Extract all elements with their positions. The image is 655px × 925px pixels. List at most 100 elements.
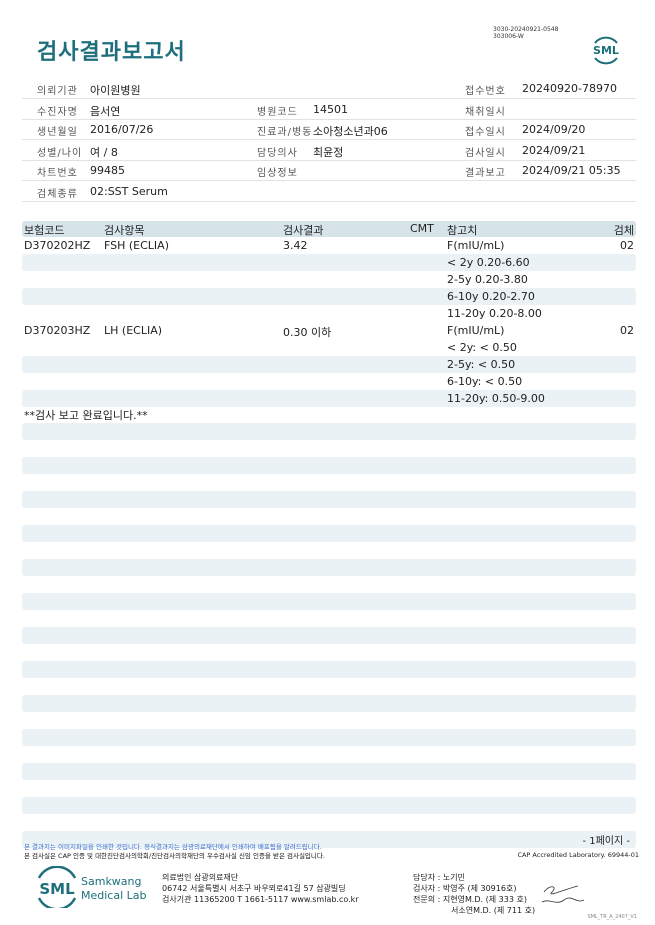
row-stripe bbox=[22, 729, 636, 746]
info-row: 수진자명 음서연 병원코드 14501 채취일시 bbox=[22, 99, 636, 120]
info-label: 차트번호 bbox=[37, 168, 78, 180]
cap-accreditation: CAP Accredited Laboratory. 69944-01 bbox=[517, 851, 639, 859]
info-label: 담당의사 bbox=[257, 147, 298, 159]
info-row: 성별/나이 여 / 8 담당의사 최윤정 검사일시 2024/09/21 bbox=[22, 140, 636, 161]
cell-ref: < 2y: < 0.50 bbox=[447, 341, 517, 354]
image-notice: 본 결과지는 이미지파일을 인쇄한 것입니다. 정식결과지는 삼광의료재단에서 … bbox=[24, 843, 322, 851]
cell-specimen: 02 bbox=[620, 239, 634, 252]
results-table-header: 보험코드 검사항목 검사결과 CMT 참고치 검체 bbox=[22, 221, 636, 237]
info-label: 임상정보 bbox=[257, 168, 298, 180]
cell-item: FSH (ECLIA) bbox=[104, 239, 169, 252]
table-row: 2-5y 0.20-3.80 bbox=[22, 271, 636, 288]
row-stripe bbox=[22, 525, 636, 542]
staff-line: 전문의 : 지현영M.D. (제 333 호) bbox=[413, 895, 527, 904]
table-row: D370203HZ LH (ECLIA) 0.30 이하 F(mIU/mL) 02 bbox=[22, 322, 636, 339]
info-value: 음서연 bbox=[90, 104, 121, 118]
row-stripe bbox=[22, 423, 636, 440]
info-value: 2024/09/21 05:35 bbox=[522, 164, 621, 178]
info-label: 검사일시 bbox=[465, 147, 506, 159]
certification-notice: 본 검사실은 CAP 인증 및 대한진단검사의학회/진단검사의학재단의 우수검사… bbox=[24, 852, 325, 860]
table-row: < 2y 0.20-6.60 bbox=[22, 254, 636, 271]
table-row: 6-10y 0.20-2.70 bbox=[22, 288, 636, 305]
info-value: 20240920-78970 bbox=[522, 82, 617, 95]
info-value: 2024/09/20 bbox=[522, 123, 586, 137]
info-label: 성별/나이 bbox=[37, 147, 83, 159]
info-value: 99485 bbox=[90, 164, 125, 178]
cell-ref: F(mIU/mL) bbox=[447, 324, 505, 337]
info-row: 검체종류 02:SST Serum bbox=[22, 181, 636, 202]
table-row: D370202HZ FSH (ECLIA) 3.42 F(mIU/mL) 02 bbox=[22, 237, 636, 254]
table-row: 11-20y: 0.50-9.00 bbox=[22, 390, 636, 407]
info-value: 여 / 8 bbox=[90, 145, 118, 159]
info-label: 생년월일 bbox=[37, 127, 78, 139]
table-row: 11-20y 0.20-8.00 bbox=[22, 305, 636, 322]
document-id: 3030-20240921-0548 303006-W bbox=[493, 26, 558, 40]
info-label: 결과보고 bbox=[465, 168, 506, 180]
info-row: 차트번호 99485 임상정보 결과보고 2024/09/21 05:35 bbox=[22, 160, 636, 182]
info-value: 14501 bbox=[313, 102, 348, 116]
row-stripe bbox=[22, 695, 636, 712]
table-row: 6-10y: < 0.50 bbox=[22, 373, 636, 390]
doc-id-line: 3030-20240921-0548 bbox=[493, 26, 559, 33]
row-stripe bbox=[22, 661, 636, 678]
staff-list: 담당자 : 노기민 검사자 : 박영주 (제 30916호) 전문의 : 지현영… bbox=[413, 872, 535, 916]
cell-ref: 6-10y: < 0.50 bbox=[447, 375, 523, 388]
row-stripe bbox=[22, 559, 636, 576]
col-cmt: CMT bbox=[410, 222, 434, 235]
sml-logo: SML bbox=[593, 36, 619, 65]
info-label: 검체종류 bbox=[37, 189, 78, 200]
lab-name: 의료법인 삼광의료재단 bbox=[162, 873, 239, 882]
cell-item: LH (ECLIA) bbox=[104, 324, 163, 337]
svg-text:SML: SML bbox=[593, 44, 619, 57]
cell-code: D370203HZ bbox=[24, 324, 91, 337]
info-label: 접수번호 bbox=[465, 86, 506, 97]
signature bbox=[541, 885, 585, 903]
info-label: 수진자명 bbox=[37, 106, 78, 118]
info-value: 소아청소년과06 bbox=[313, 125, 388, 139]
info-row: 생년월일 2016/07/26 진료과/병동 소아청소년과06 접수일시 2024/09/… bbox=[22, 119, 636, 141]
info-label: 채취일시 bbox=[465, 106, 506, 118]
table-row: < 2y: < 0.50 bbox=[22, 339, 636, 356]
completion-note: **검사 보고 완료입니다.** bbox=[24, 409, 148, 422]
col-code: 보험코드 bbox=[24, 224, 65, 237]
page-title: 검사결과보고서 bbox=[37, 40, 186, 65]
info-value: 02:SST Serum bbox=[90, 185, 168, 198]
staff-line: 서소연M.D. (제 711 호) bbox=[451, 906, 536, 915]
info-value: 2024/09/21 bbox=[522, 143, 586, 157]
row-stripe bbox=[22, 797, 636, 814]
lab-contact: 검사기관 11365200 T 1661-5117 www.smlab.co.k… bbox=[162, 895, 359, 904]
staff-line: 검사자 : 박영주 (제 30916호) bbox=[413, 884, 517, 893]
samkwang-logo: SML Samkwang Medical Lab bbox=[37, 866, 147, 908]
row-stripe bbox=[22, 763, 636, 780]
info-value: 2016/07/26 bbox=[90, 123, 154, 137]
cell-ref: 2-5y: < 0.50 bbox=[447, 358, 516, 371]
table-row: 2-5y: < 0.50 bbox=[22, 356, 636, 373]
svg-text:Samkwang: Samkwang bbox=[81, 875, 142, 888]
cell-result: 3.42 bbox=[283, 239, 308, 252]
row-stripe bbox=[22, 254, 636, 271]
cell-ref: 11-20y 0.20-8.00 bbox=[447, 307, 542, 320]
info-label: 접수일시 bbox=[465, 127, 506, 139]
col-item: 검사항목 bbox=[104, 224, 145, 237]
cell-code: D370202HZ bbox=[24, 239, 91, 252]
info-value: 아이원병원 bbox=[90, 84, 141, 97]
info-value: 최윤정 bbox=[313, 145, 344, 159]
row-stripe bbox=[22, 831, 636, 848]
row-stripe bbox=[22, 593, 636, 610]
cell-ref: F(mIU/mL) bbox=[447, 239, 505, 252]
svg-text:Medical Lab: Medical Lab bbox=[81, 889, 147, 902]
page-number: - 1페이지 - bbox=[582, 836, 630, 847]
info-label: 병원코드 bbox=[257, 106, 298, 118]
row-stripe bbox=[22, 457, 636, 474]
lab-street: 06742 서울특별시 서초구 바우뫼로41길 57 삼광빌딩 bbox=[162, 884, 346, 893]
info-label: 진료과/병동 bbox=[257, 127, 313, 139]
cell-ref: 2-5y 0.20-3.80 bbox=[447, 273, 528, 286]
info-row: 의뢰기관 아이원병원 접수번호 20240920-78970 bbox=[22, 78, 636, 99]
cell-result: 0.30 이하 bbox=[283, 326, 332, 339]
doc-id-line: 303006-W bbox=[493, 33, 524, 40]
staff-line: 담당자 : 노기민 bbox=[413, 873, 465, 882]
lab-address: 의료법인 삼광의료재단 06742 서울특별시 서초구 바우뫼로41길 57 삼… bbox=[162, 872, 359, 905]
row-stripe bbox=[22, 491, 636, 508]
col-specimen: 검체 bbox=[613, 224, 634, 237]
cell-specimen: 02 bbox=[620, 324, 634, 337]
